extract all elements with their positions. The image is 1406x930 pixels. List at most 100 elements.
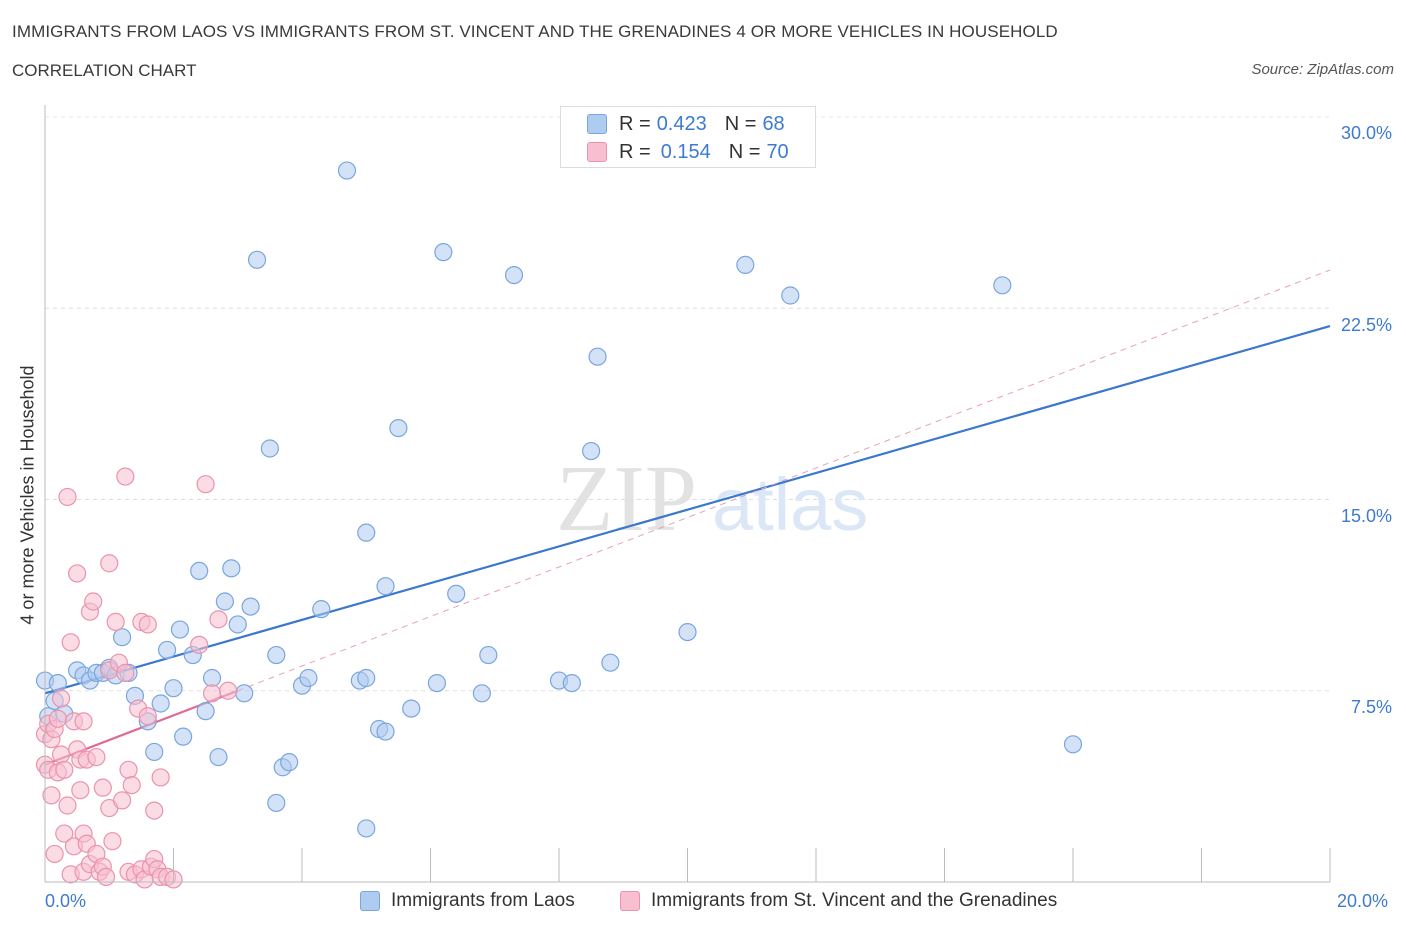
data-point-stvincent [116, 467, 135, 486]
data-point-laos [588, 347, 607, 366]
data-point-laos [376, 722, 395, 741]
data-point-laos [357, 523, 376, 542]
data-point-stvincent [51, 745, 71, 764]
grid-lines [45, 116, 1330, 692]
data-point-laos [247, 250, 267, 269]
y-tick-label: 7.5% [1350, 697, 1392, 717]
data-point-laos [434, 243, 453, 262]
series-swatch-stvincent [620, 891, 640, 911]
legend-r-value: 0.423 [656, 112, 707, 135]
data-point-laos [241, 597, 260, 616]
data-point-stvincent [106, 612, 125, 632]
data-point-stvincent [68, 564, 87, 583]
data-point-laos [170, 620, 190, 639]
data-point-stvincent [58, 796, 77, 815]
x-tick-label: 20.0% [1337, 891, 1389, 911]
data-point-laos [427, 673, 447, 693]
chart-title: IMMIGRANTS FROM LAOS VS IMMIGRANTS FROM … [12, 22, 1058, 41]
data-point-laos [267, 645, 286, 665]
data-point-laos [993, 276, 1012, 295]
axes [44, 105, 1331, 883]
data-point-stvincent [138, 615, 157, 634]
data-point-stvincent [145, 801, 164, 820]
source-label: Source: ZipAtlas.com [1251, 61, 1394, 78]
data-point-laos [164, 679, 183, 698]
data-point-stvincent [196, 475, 215, 494]
data-point-laos [781, 286, 800, 305]
data-point-stvincent [87, 747, 106, 767]
x-tick-label: 0.0% [45, 891, 87, 911]
data-point-stvincent [122, 775, 141, 795]
data-point-laos [222, 559, 241, 578]
data-point-laos [402, 699, 421, 718]
series-legend: Immigrants from Laos Immigrants from St.… [0, 890, 1406, 916]
data-points [35, 161, 1083, 889]
data-point-laos [678, 622, 697, 642]
data-point-laos [260, 439, 279, 458]
data-point-stvincent [119, 760, 138, 779]
data-point-stvincent [112, 791, 132, 810]
data-point-laos [357, 819, 376, 838]
data-point-laos [601, 653, 620, 672]
y-tick-label: 30.0% [1340, 123, 1392, 143]
legend-r-label: R = [619, 140, 651, 163]
data-point-laos [736, 255, 755, 274]
data-point-stvincent [74, 712, 93, 731]
data-point-stvincent [45, 844, 64, 864]
legend-row-laos: R = 0.423 N = 68 [587, 112, 785, 136]
data-point-laos [196, 702, 215, 721]
data-point-laos [228, 615, 247, 634]
data-point-laos [312, 600, 331, 619]
legend-swatch-stvincent [587, 142, 607, 162]
data-point-stvincent [55, 760, 74, 779]
data-point-laos [112, 628, 132, 647]
data-point-laos [145, 742, 164, 762]
data-point-stvincent [219, 681, 238, 700]
data-point-stvincent [58, 487, 77, 507]
data-point-laos [174, 727, 193, 746]
correlation-legend: R = 0.423 N = 68 R = 0.154 N = 70 [560, 106, 816, 168]
data-point-stvincent [202, 684, 222, 703]
series-legend-item-laos: Immigrants from Laos [360, 890, 575, 912]
data-point-laos [151, 694, 170, 713]
trend-line-laos [44, 325, 1331, 695]
legend-n-label: N = [724, 112, 757, 135]
legend-r-value: 0.154 [660, 140, 711, 163]
data-point-laos [376, 577, 395, 596]
data-point-laos [1063, 735, 1083, 754]
data-point-laos [299, 668, 318, 688]
data-point-laos [209, 747, 228, 767]
data-point-stvincent [151, 768, 170, 787]
data-point-laos [389, 419, 408, 438]
data-point-laos [215, 592, 234, 611]
data-point-laos [562, 673, 581, 693]
data-point-stvincent [96, 867, 116, 887]
data-point-stvincent [103, 832, 122, 851]
data-point-laos [357, 668, 376, 688]
data-point-stvincent [61, 633, 80, 652]
y-tick-label: 15.0% [1340, 506, 1392, 526]
chart-subtitle: CORRELATION CHART [12, 61, 197, 80]
legend-swatch-laos [587, 114, 607, 134]
data-point-stvincent [55, 824, 74, 843]
data-point-laos [337, 161, 357, 180]
data-point-stvincent [42, 786, 61, 805]
data-point-stvincent [93, 778, 112, 797]
data-point-laos [472, 684, 491, 703]
data-point-stvincent [71, 781, 90, 800]
data-point-laos [267, 793, 286, 813]
data-point-stvincent [51, 689, 71, 708]
y-axis-label: 4 or more Vehicles in Household [17, 365, 38, 625]
series-legend-item-stvincent: Immigrants from St. Vincent and the Gren… [620, 890, 1057, 912]
data-point-stvincent [138, 707, 157, 726]
y-tick-label: 22.5% [1340, 315, 1392, 335]
data-point-laos [235, 684, 254, 703]
watermark-atlas: atlas [712, 463, 868, 546]
series-label-stvincent: Immigrants from St. Vincent and the Gren… [651, 890, 1058, 911]
legend-n-value: 68 [762, 112, 785, 135]
data-point-laos [190, 561, 209, 581]
data-point-laos [479, 645, 498, 665]
legend-row-stvincent: R = 0.154 N = 70 [587, 140, 789, 164]
series-label-laos: Immigrants from Laos [391, 890, 575, 911]
